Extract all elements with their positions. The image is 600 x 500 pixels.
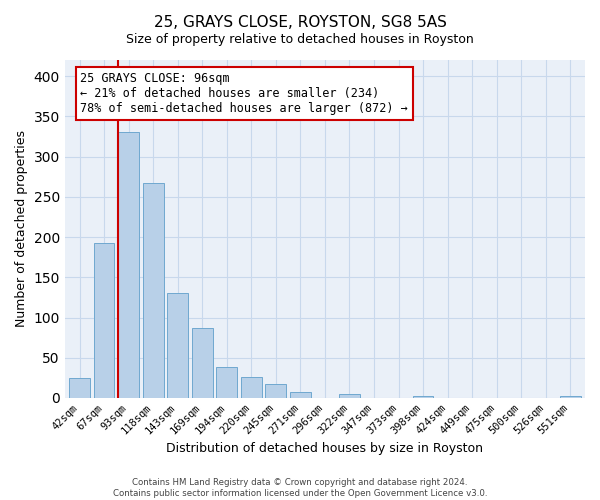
Text: 25, GRAYS CLOSE, ROYSTON, SG8 5AS: 25, GRAYS CLOSE, ROYSTON, SG8 5AS — [154, 15, 446, 30]
Bar — [167, 294, 188, 398]
Bar — [94, 242, 115, 398]
Bar — [265, 384, 286, 398]
Text: 25 GRAYS CLOSE: 96sqm
← 21% of detached houses are smaller (234)
78% of semi-det: 25 GRAYS CLOSE: 96sqm ← 21% of detached … — [80, 72, 408, 115]
Y-axis label: Number of detached properties: Number of detached properties — [15, 130, 28, 328]
Bar — [192, 328, 212, 398]
X-axis label: Distribution of detached houses by size in Royston: Distribution of detached houses by size … — [166, 442, 484, 455]
Bar — [241, 377, 262, 398]
Bar — [143, 183, 164, 398]
Bar — [413, 396, 433, 398]
Bar — [118, 132, 139, 398]
Bar — [290, 392, 311, 398]
Bar — [69, 378, 90, 398]
Bar — [560, 396, 581, 398]
Bar — [217, 368, 237, 398]
Bar — [339, 394, 360, 398]
Text: Contains HM Land Registry data © Crown copyright and database right 2024.
Contai: Contains HM Land Registry data © Crown c… — [113, 478, 487, 498]
Text: Size of property relative to detached houses in Royston: Size of property relative to detached ho… — [126, 32, 474, 46]
